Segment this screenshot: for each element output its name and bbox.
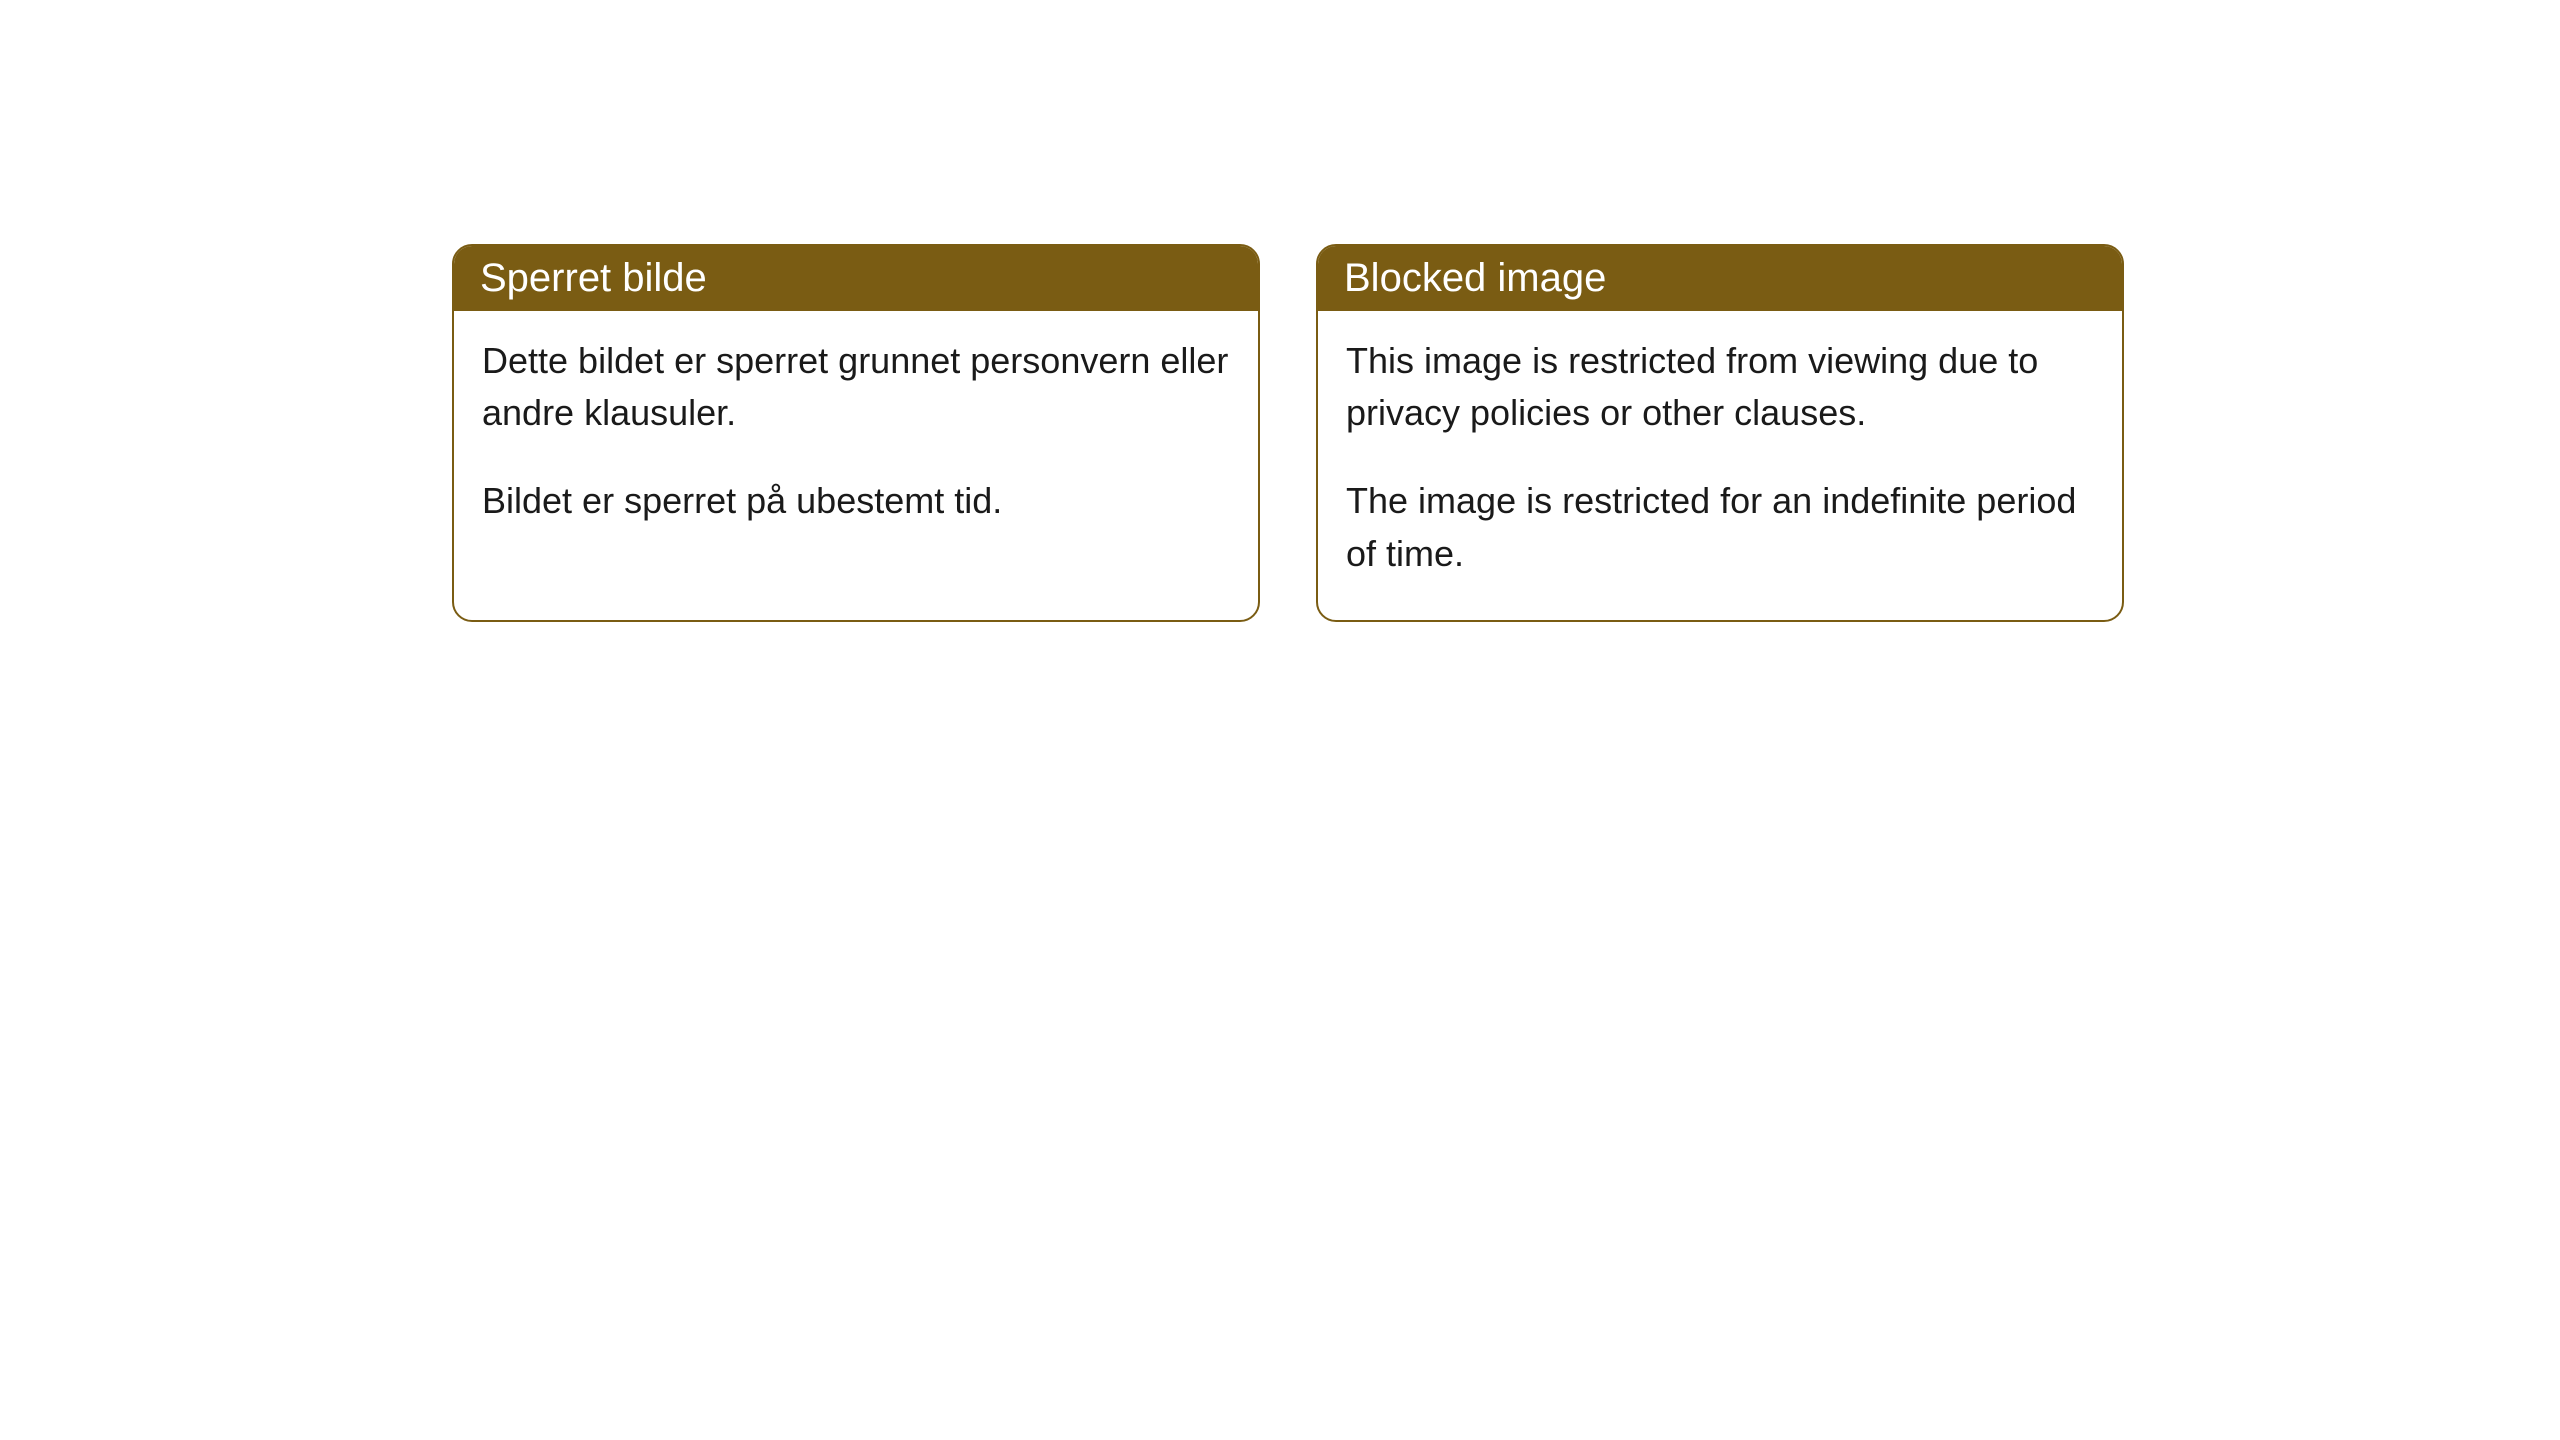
card-title: Blocked image	[1344, 256, 1606, 300]
card-title: Sperret bilde	[480, 256, 707, 300]
notice-container: Sperret bilde Dette bildet er sperret gr…	[0, 0, 2560, 622]
notice-card-english: Blocked image This image is restricted f…	[1316, 244, 2124, 622]
card-header: Sperret bilde	[454, 246, 1258, 311]
card-body: This image is restricted from viewing du…	[1318, 311, 2122, 620]
card-paragraph: This image is restricted from viewing du…	[1346, 335, 2094, 439]
card-paragraph: The image is restricted for an indefinit…	[1346, 475, 2094, 579]
card-paragraph: Bildet er sperret på ubestemt tid.	[482, 475, 1230, 527]
card-body: Dette bildet er sperret grunnet personve…	[454, 311, 1258, 568]
notice-card-norwegian: Sperret bilde Dette bildet er sperret gr…	[452, 244, 1260, 622]
card-paragraph: Dette bildet er sperret grunnet personve…	[482, 335, 1230, 439]
card-header: Blocked image	[1318, 246, 2122, 311]
